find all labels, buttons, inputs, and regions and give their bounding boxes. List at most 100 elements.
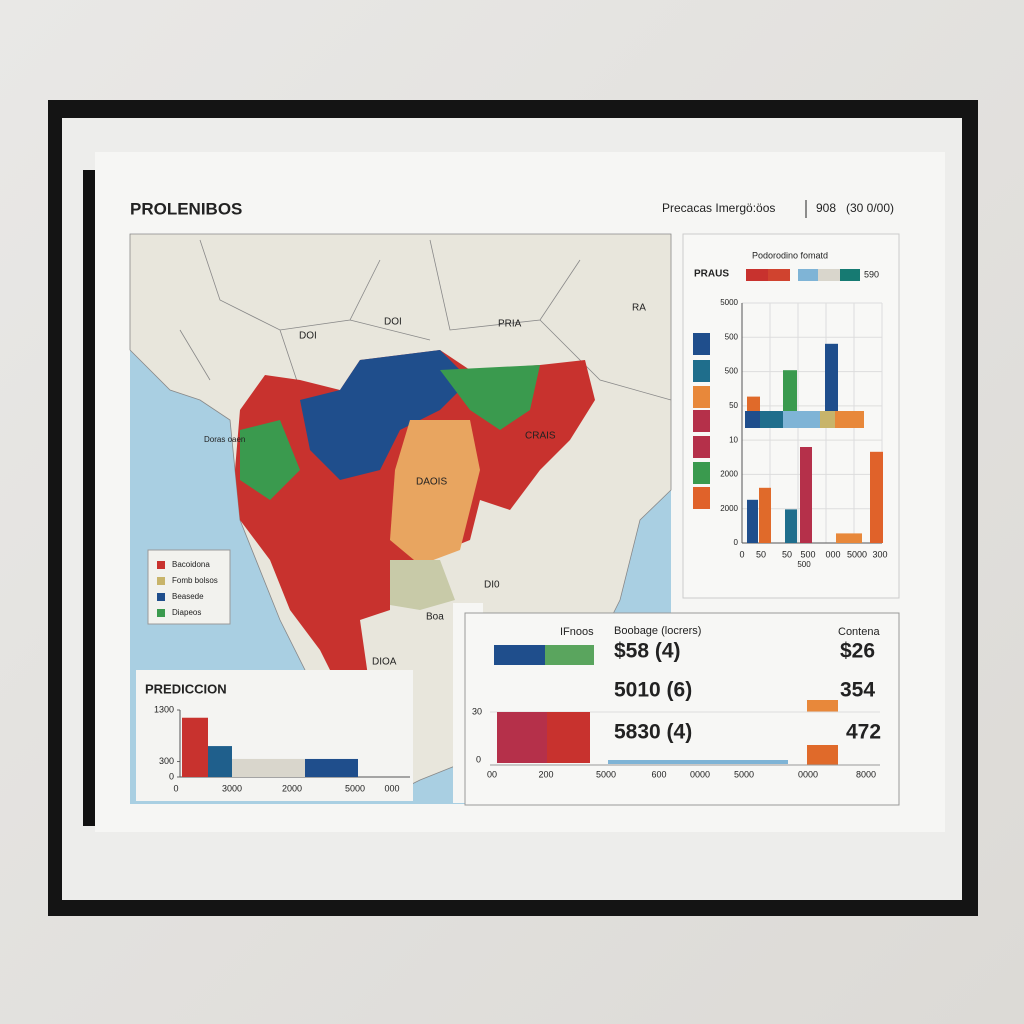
x-label: 200 <box>538 769 553 779</box>
legend-swatch <box>157 593 165 601</box>
y-tick-label: 50 <box>729 401 738 410</box>
map-label: DOI <box>384 317 402 328</box>
bar <box>785 509 797 543</box>
bar-decor <box>807 700 838 712</box>
region <box>240 420 300 500</box>
map-label: RA <box>632 303 646 314</box>
bar <box>800 447 812 543</box>
x-tick-label: 50 <box>756 549 766 559</box>
legend-label: Diapeos <box>172 608 201 617</box>
y-tick-label: 0 <box>734 538 739 547</box>
bar <box>825 343 838 411</box>
x-tick-label: 5000 <box>847 549 867 559</box>
x-tick-label: 000 <box>384 783 399 793</box>
bar <box>747 499 758 543</box>
x-tick-label: 5000 <box>345 783 365 793</box>
y-tick-label: 1300 <box>154 704 174 714</box>
legend-swatch <box>798 269 820 281</box>
panel-header: IFnoos <box>560 626 594 638</box>
legend-swatch <box>840 269 860 281</box>
x-tick-label: 50 <box>782 549 792 559</box>
region <box>390 560 455 610</box>
swatch <box>693 386 710 408</box>
legend-swatch <box>768 269 790 281</box>
x-labels: 00 200 5000 600 0000 5000 0000 8000 <box>487 769 876 779</box>
bar-decor <box>497 712 547 763</box>
x-tick-label: 0 <box>173 783 178 793</box>
legend-label: Bacoidona <box>172 560 210 569</box>
legend-swatch <box>157 561 165 569</box>
chart-title: PREDICCION <box>145 681 227 696</box>
panel-value: $58 (4) <box>614 640 681 663</box>
swatch <box>693 333 710 355</box>
border <box>179 239 672 401</box>
x-tick-label: 300 <box>872 549 887 559</box>
y-tick-label: 2000 <box>720 470 738 479</box>
title: PROLENIBOS <box>130 199 242 218</box>
map-label: DOI <box>299 331 317 342</box>
x-label: 5000 <box>596 769 616 779</box>
map-label: DIOA <box>372 657 397 668</box>
x-tick-label: 0 <box>739 549 744 559</box>
legend-swatch <box>818 269 840 281</box>
legend-items: Bacoidona Fomb bolsos Beasede Diapeos <box>157 560 218 617</box>
panel-value: 472 <box>846 721 881 744</box>
bar <box>747 396 760 411</box>
legend-title: PRAUS <box>694 269 729 280</box>
legend-swatch <box>157 577 165 585</box>
y-tick-label: 500 <box>725 367 739 376</box>
region <box>440 365 540 430</box>
swatch <box>693 462 710 484</box>
bar <box>182 717 208 777</box>
strip <box>783 411 820 428</box>
swatch <box>693 410 710 432</box>
panel-value: $26 <box>840 640 875 663</box>
strip <box>820 411 835 428</box>
x-label: 0000 <box>798 769 818 779</box>
strip <box>745 411 760 428</box>
panel-header: Boobage (locrers) <box>614 625 701 637</box>
x-tick-label: 2000 <box>282 783 302 793</box>
panel-header: Contena <box>838 626 880 638</box>
panel-value: 5830 (4) <box>614 721 692 744</box>
y-tick-label: 2000 <box>720 504 738 513</box>
y-tick-label: 5000 <box>720 298 738 307</box>
subtitle: 908 <box>816 201 836 215</box>
bar <box>208 746 232 777</box>
legend-swatch <box>746 269 768 281</box>
region <box>390 420 480 565</box>
x-tick-label: 3000 <box>222 783 242 793</box>
legend-label: Fomb bolsos <box>172 576 218 585</box>
chart: 0 300 1300 0 3000 2000 5000 000 <box>154 704 410 793</box>
subtitle: Precacas Imergö:öos <box>662 201 775 215</box>
bar <box>232 758 305 777</box>
panel-value: 354 <box>840 679 875 702</box>
legend-label: Beasede <box>172 592 204 601</box>
x-label: 600 <box>651 769 666 779</box>
x-label: 00 <box>487 769 497 779</box>
shadow <box>83 170 97 826</box>
x-tick-label: 500 <box>800 549 815 559</box>
x-tick-label: 000 <box>825 549 840 559</box>
bar-decor <box>494 645 545 665</box>
bar <box>870 451 883 543</box>
bar-decor <box>545 645 594 665</box>
bar <box>759 487 771 543</box>
x-label: 500 <box>797 560 811 569</box>
y-tick-label: 10 <box>729 435 738 444</box>
x-label: 8000 <box>856 769 876 779</box>
swatch <box>693 436 710 458</box>
swatch <box>693 360 710 382</box>
bar-decor <box>807 745 838 765</box>
map-label: CRAIS <box>525 431 556 442</box>
bar <box>305 758 358 777</box>
map-label: DI0 <box>484 580 500 591</box>
swatch <box>693 487 710 509</box>
chart-title: Podorodino fomatd <box>752 250 828 260</box>
y-label: 30 <box>472 706 482 716</box>
bar <box>836 533 862 543</box>
y-tick-label: 500 <box>725 332 739 341</box>
bar-decor <box>547 712 590 763</box>
legend-swatch <box>157 609 165 617</box>
